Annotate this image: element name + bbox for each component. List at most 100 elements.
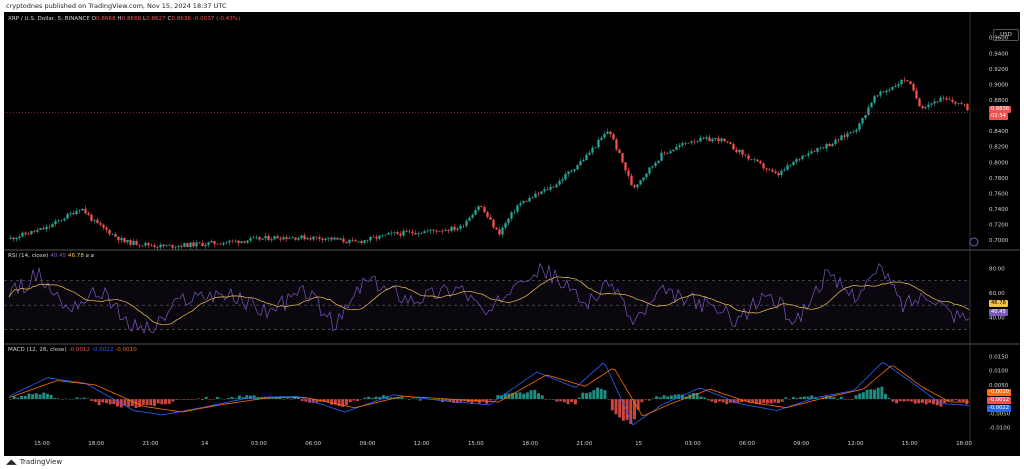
candle-body <box>366 240 369 241</box>
change-value: -0.0037 (-0.43%) <box>192 16 241 22</box>
candle-body <box>936 101 939 103</box>
candle-body <box>333 237 336 240</box>
rsi-toggle-icons[interactable]: ⌀ ⌀ <box>85 253 95 259</box>
candle-body <box>306 238 309 240</box>
candle-body <box>858 123 861 130</box>
price-tick-label: 0.9200 <box>989 67 1009 73</box>
macd-histogram-bar <box>167 399 171 404</box>
candle-body <box>894 86 897 88</box>
candle-body <box>504 223 507 228</box>
macd-histogram-bar <box>581 392 585 400</box>
chart-frame: 0.96000.94000.92000.90000.88000.86000.84… <box>4 12 1020 456</box>
macd-histogram-bar <box>212 399 216 400</box>
currency-button[interactable]: USD <box>993 29 1019 41</box>
candle-body <box>162 244 165 247</box>
macd-histogram-bar <box>909 399 913 402</box>
chart-canvas[interactable]: 0.96000.94000.92000.90000.88000.86000.84… <box>4 12 1020 456</box>
candle-body <box>564 174 567 180</box>
high-label: H <box>117 16 122 22</box>
macd-histogram-bar <box>511 392 515 400</box>
candle-body <box>507 218 510 224</box>
candle-body <box>945 98 948 100</box>
attribution-text: cryptodnes published on TradingView.com,… <box>6 2 227 10</box>
candle-body <box>174 247 177 248</box>
macd-histogram-bar <box>658 397 662 400</box>
macd-histogram-bar <box>791 396 795 400</box>
candle-body <box>273 236 276 240</box>
candle-body <box>921 106 924 109</box>
macd-histogram-bar <box>230 396 234 400</box>
candle-body <box>231 240 234 242</box>
macd-histogram-bar <box>961 399 965 402</box>
candle-body <box>825 143 828 149</box>
candle-body <box>954 101 957 104</box>
candle-body <box>237 240 240 244</box>
macd-histogram-bar <box>193 399 197 400</box>
candle-body <box>903 79 906 81</box>
candle-body <box>672 149 675 152</box>
candle-body <box>159 244 162 248</box>
candle-body <box>750 159 753 160</box>
macd-histogram-bar <box>839 396 843 400</box>
candle-body <box>78 210 81 212</box>
candle-body <box>69 212 72 214</box>
macd-histogram-bar <box>57 398 60 400</box>
macd-histogram-bar <box>160 399 164 405</box>
macd-histogram-bar <box>411 398 415 400</box>
candle-body <box>726 141 729 143</box>
candle-body <box>642 177 645 181</box>
time-tick-label: 06:00 <box>739 441 755 447</box>
candle-body <box>72 212 75 215</box>
candle-body <box>402 230 405 236</box>
macd-histogram-bar <box>706 399 710 401</box>
candle-body <box>198 242 201 244</box>
candle-body <box>411 231 414 234</box>
candle-body <box>705 137 708 139</box>
macd-histogram-bar <box>186 399 190 400</box>
candle-body <box>90 214 93 221</box>
alert-icon[interactable] <box>969 237 979 247</box>
macd-histogram-bar <box>577 397 581 400</box>
candle-body <box>276 236 279 239</box>
candle-body <box>156 246 159 248</box>
macd-histogram-bar <box>219 398 223 400</box>
candle-body <box>258 237 261 240</box>
price-tick-label: 0.7600 <box>989 191 1009 197</box>
candle-body <box>417 233 420 235</box>
candle-body <box>324 238 327 240</box>
low-label: L <box>143 16 147 22</box>
candle-body <box>807 153 810 156</box>
candle-body <box>423 231 426 234</box>
macd-histogram-bar <box>108 399 112 405</box>
candle-body <box>549 186 552 190</box>
candle-body <box>930 103 933 105</box>
candle-body <box>651 166 654 168</box>
candle-body <box>135 240 138 245</box>
candle-body <box>93 219 96 221</box>
macd-histogram-bar <box>758 399 762 405</box>
tradingview-logo[interactable]: ◢◣ TradingView <box>6 458 62 466</box>
candle-body <box>615 139 618 150</box>
candle-body <box>627 170 630 176</box>
candle-body <box>15 237 18 240</box>
candle-body <box>255 237 258 238</box>
candle-body <box>660 152 663 161</box>
candle-body <box>186 243 189 248</box>
macd-histogram-bar <box>717 399 721 402</box>
candle-body <box>60 220 63 221</box>
macd-histogram-bar <box>489 399 492 401</box>
macd-histogram-bar <box>932 399 936 405</box>
macd-histogram-bar <box>740 399 744 403</box>
macd-histogram-bar <box>197 398 201 400</box>
candle-body <box>147 242 150 246</box>
candle-body <box>444 230 447 231</box>
candle-body <box>252 237 255 239</box>
candle-body <box>852 131 855 133</box>
macd-histogram-bar <box>75 397 79 400</box>
macd-histogram-bar <box>289 399 293 400</box>
candle-body <box>738 149 741 153</box>
candle-body <box>180 245 183 247</box>
candle-body <box>261 238 264 240</box>
macd-histogram-bar <box>23 395 27 400</box>
candle-body <box>906 80 909 82</box>
